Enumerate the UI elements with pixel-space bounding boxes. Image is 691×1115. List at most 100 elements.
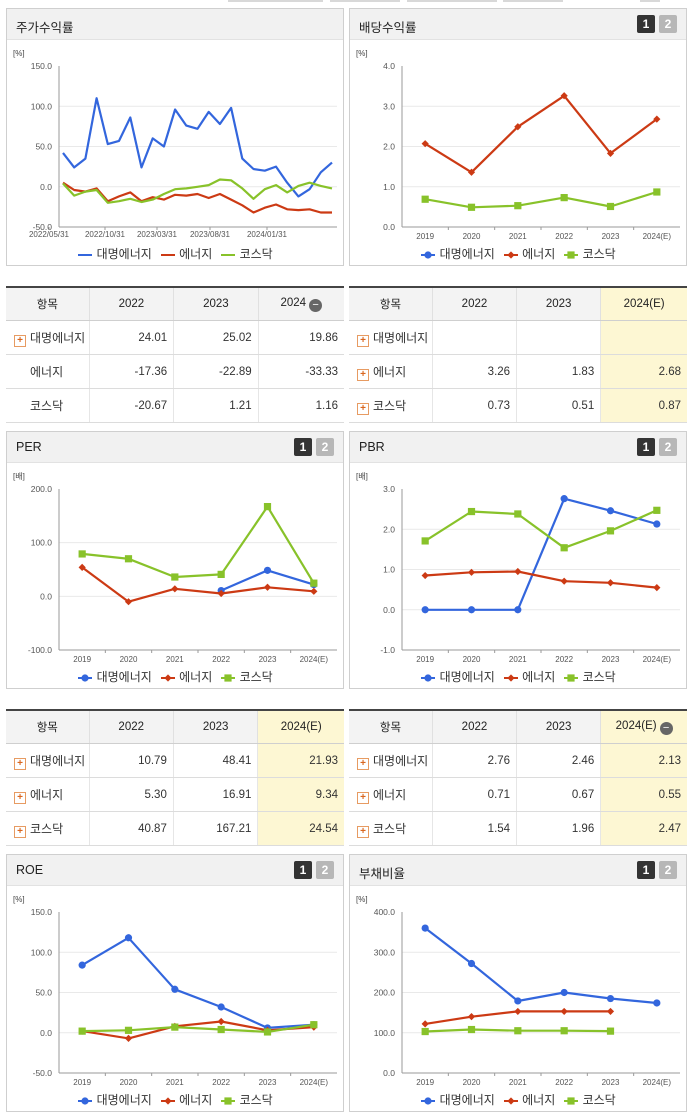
cell-value: 2.76 [432, 743, 518, 778]
series-line-0 [62, 97, 333, 198]
x-tick-label: 2024(E) [300, 655, 329, 664]
per-chart-panel: PER 1 2 [배] 200.0 100.0 0.0 -100.0 2019 2020 2021 2… [6, 431, 344, 689]
unit-label: [%] [356, 895, 368, 904]
cell-value [432, 320, 518, 355]
legend-label: 코스닥 [579, 247, 616, 261]
expand-plus-icon[interactable]: + [14, 757, 26, 770]
legend-marker [81, 674, 89, 682]
x-tick-label: 2021 [509, 655, 527, 664]
series-line-2 [82, 1023, 314, 1033]
expand-plus-icon[interactable]: + [14, 334, 26, 347]
legend-marker [507, 1097, 515, 1105]
table-row: + 에너지 3.26 1.83 2.68 [349, 354, 687, 389]
collapse-icon[interactable]: − [659, 721, 673, 735]
data-point [653, 584, 661, 592]
chart-plot: [배] 200.0 100.0 0.0 -100.0 2019 2020 2021 2022 20… [13, 472, 337, 664]
row-label: + 대명에너지 [6, 743, 90, 778]
x-tick-label: 2020 [463, 232, 481, 241]
column-header-year: 2022 [432, 286, 518, 321]
row-label: + 대명에너지 [349, 743, 433, 778]
legend-swatch [78, 253, 93, 256]
data-point [421, 1020, 429, 1028]
column-header-year: 2024(E) − [600, 709, 687, 744]
y-tick-label: 0.0 [40, 591, 52, 601]
pbr-table: 항목 2022 2023 2024(E) − + 대명에너지 2.76 2.46 2.13 + 에너지… [349, 709, 687, 846]
data-point [421, 606, 429, 614]
x-tick-label: 2022 [555, 1078, 573, 1087]
y-tick-label: 100.0 [31, 538, 53, 548]
column-header-item: 항목 [349, 286, 433, 321]
row-label: + 코스닥 [349, 388, 433, 423]
y-tick-label: 200.0 [31, 484, 53, 494]
period-tab-1[interactable]: 1 [294, 861, 312, 879]
data-point [263, 502, 272, 511]
legend-swatch [78, 1097, 93, 1105]
x-tick-label: 2023 [602, 655, 620, 664]
data-point [467, 168, 476, 176]
roe-chart-panel: ROE 1 2 [%] 150.0 100.0 50.0 0.0 -50.0 2019 2020 20… [6, 854, 344, 1112]
row-label: + 에너지 [349, 354, 433, 389]
chart-plot: [배] 3.0 2.0 1.0 0.0 -1.0 2019 2020 2021 2022 2023 2… [356, 472, 680, 664]
period-tab-1[interactable]: 1 [637, 438, 655, 456]
stock-return-table: 항목 2022 2023 2024− + 대명에너지 24.01 25.02 19.86 에너지 -… [6, 286, 344, 423]
legend-marker [164, 674, 172, 682]
y-tick-label: 200.0 [374, 988, 396, 998]
expand-plus-icon[interactable]: + [357, 757, 369, 770]
column-header-year: 2022 [432, 709, 518, 744]
period-tab-1[interactable]: 1 [637, 15, 655, 33]
data-point [421, 537, 429, 545]
expand-plus-icon[interactable]: + [357, 368, 369, 381]
cell-value: 0.71 [432, 777, 518, 812]
period-tab-2[interactable]: 2 [659, 438, 677, 456]
legend-label: 에너지 [175, 670, 213, 684]
legend-marker [424, 1097, 432, 1105]
data-point [653, 188, 661, 196]
period-tab-2[interactable]: 2 [659, 15, 677, 33]
expand-plus-icon[interactable]: + [357, 791, 369, 804]
x-tick-label: 2021 [166, 1078, 184, 1087]
chart-plot: [%] 4.0 3.0 2.0 1.0 0.0 2019 2020 2021 2022 2023 20… [356, 49, 680, 241]
column-header-year: 2022 [89, 709, 174, 744]
legend-item: 코스닥 [563, 668, 616, 685]
legend-marker [224, 1097, 232, 1105]
collapse-icon[interactable]: − [309, 298, 323, 312]
unit-label: [%] [356, 49, 368, 58]
legend-label: 에너지 [518, 247, 556, 261]
series-line-0 [425, 497, 658, 611]
row-label: 코스닥 [6, 388, 90, 423]
chart-legend: 대명에너지 에너지 코스닥 [7, 245, 343, 262]
y-tick-label: 0.0 [383, 1068, 395, 1078]
period-tab-2[interactable]: 2 [659, 861, 677, 879]
y-tick-label: 400.0 [374, 907, 396, 917]
data-point [421, 924, 429, 932]
y-tick-label: 50.0 [35, 142, 52, 152]
legend-label: 코스닥 [579, 1093, 616, 1107]
legend-swatch [221, 253, 236, 256]
period-tab-1[interactable]: 1 [294, 438, 312, 456]
legend-item: 에너지 [503, 668, 555, 685]
series-line-2 [425, 190, 658, 209]
period-tab-2[interactable]: 2 [316, 861, 334, 879]
expand-plus-icon[interactable]: + [14, 791, 26, 804]
legend-swatch [160, 1097, 175, 1105]
y-tick-label: 2.0 [383, 524, 395, 534]
expand-plus-icon[interactable]: + [357, 334, 369, 347]
x-tick-label: 2020 [120, 1078, 138, 1087]
x-tick-label: 2024(E) [300, 1078, 329, 1087]
expand-plus-icon[interactable]: + [14, 825, 26, 838]
chart-header: 주가수익률 [7, 9, 343, 40]
y-tick-label: 2.0 [383, 142, 395, 152]
cell-value: 2.13 [600, 743, 687, 778]
period-tab-1[interactable]: 1 [637, 861, 655, 879]
cell-value: 24.01 [89, 320, 175, 355]
cell-value: 1.54 [432, 811, 518, 846]
expand-plus-icon[interactable]: + [357, 825, 369, 838]
x-tick-label: 2019 [73, 655, 91, 664]
legend-marker [224, 674, 232, 682]
data-point [560, 1027, 568, 1035]
table-row: + 코스닥 40.87 167.21 24.54 [6, 811, 344, 846]
expand-plus-icon[interactable]: + [357, 402, 369, 415]
legend-label: 코스닥 [236, 1093, 273, 1107]
x-tick-label: 2023 [259, 1078, 277, 1087]
period-tab-2[interactable]: 2 [316, 438, 334, 456]
